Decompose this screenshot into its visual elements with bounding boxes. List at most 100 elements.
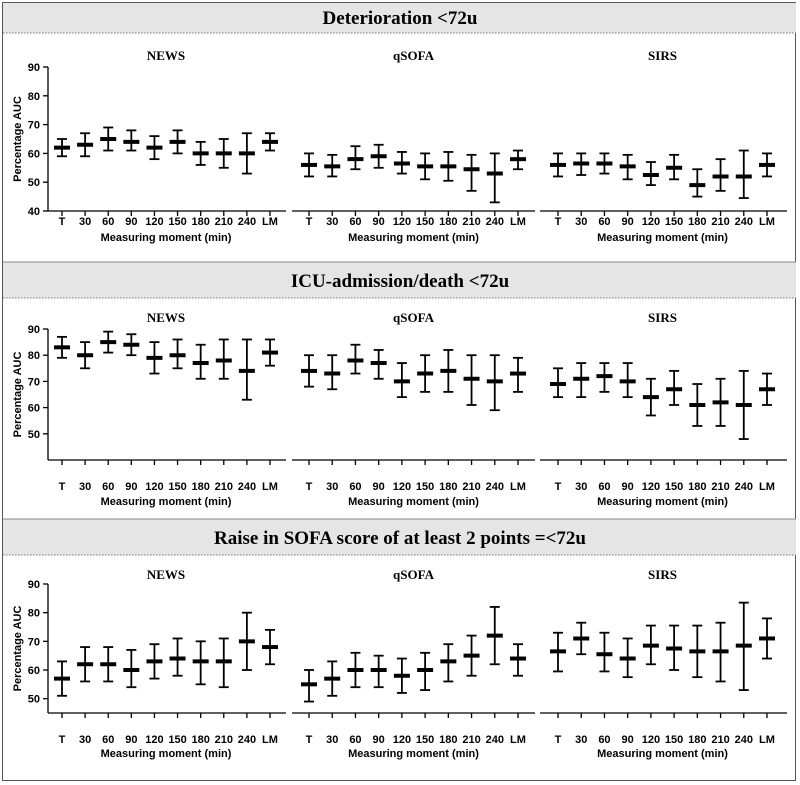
x-tick-label: 30 (326, 481, 338, 493)
panel-sirs: SIRS T 30 60 90 120 150 180 210 240 LM Measuring mo… (540, 567, 787, 760)
x-tick-label: 30 (326, 216, 338, 228)
x-tick-label: T (59, 481, 66, 493)
panel-title: qSOFA (393, 48, 435, 63)
x-tick-label: 120 (393, 734, 411, 746)
section-title-band (3, 3, 796, 33)
x-axis-label: Measuring moment (min) (597, 232, 728, 244)
x-tick-label: LM (510, 734, 526, 746)
x-tick-label: 150 (665, 734, 683, 746)
panel-title: SIRS (648, 48, 677, 63)
y-tick-label: 40 (28, 206, 40, 218)
y-tick-label: 70 (28, 376, 40, 388)
y-tick-label: 80 (28, 91, 40, 103)
x-tick-label: LM (262, 734, 278, 746)
x-tick-label: 60 (102, 481, 114, 493)
x-tick-label: 240 (486, 734, 504, 746)
x-axis-label: Measuring moment (min) (101, 748, 232, 760)
x-tick-label: 120 (145, 734, 163, 746)
y-axis-label: Percentage AUC (12, 606, 24, 692)
x-tick-label: 30 (575, 216, 587, 228)
x-tick-label: 210 (215, 481, 233, 493)
x-tick-label: 60 (349, 216, 361, 228)
x-tick-label: 180 (191, 216, 209, 228)
y-tick-label: 80 (28, 350, 40, 362)
x-tick-label: 210 (215, 734, 233, 746)
x-tick-label: 30 (79, 216, 91, 228)
x-axis-label: Measuring moment (min) (348, 496, 479, 508)
x-tick-label: 150 (416, 481, 434, 493)
x-tick-label: 210 (711, 216, 729, 228)
x-tick-label: LM (510, 481, 526, 493)
y-tick-label: 70 (28, 636, 40, 648)
x-tick-label: 30 (79, 734, 91, 746)
chart-section-3: Raise in SOFA score of at least 2 points… (3, 518, 796, 760)
x-tick-label: LM (759, 216, 775, 228)
x-axis-label: Measuring moment (min) (597, 496, 728, 508)
chart-section-2: ICU-admission/death <72u Percentage AUC NE… (3, 261, 796, 508)
x-tick-label: 150 (168, 216, 186, 228)
x-tick-label: 120 (393, 216, 411, 228)
x-tick-label: 90 (125, 216, 137, 228)
x-tick-label: 210 (711, 481, 729, 493)
panel-title: NEWS (147, 48, 185, 63)
x-tick-label: 60 (598, 216, 610, 228)
x-tick-label: 180 (439, 481, 457, 493)
x-tick-label: 60 (102, 216, 114, 228)
x-tick-label: 210 (462, 734, 480, 746)
x-tick-label: 210 (462, 481, 480, 493)
x-tick-label: 60 (598, 481, 610, 493)
x-tick-label: 60 (598, 734, 610, 746)
x-tick-label: 240 (486, 481, 504, 493)
x-tick-label: 120 (642, 734, 660, 746)
y-axis-label: Percentage AUC (12, 96, 24, 182)
panel-news: NEWS 50 60 70 80 90 T 30 60 90 120 150 180 210 240 LM Me… (28, 567, 286, 760)
x-tick-label: 120 (642, 481, 660, 493)
x-tick-label: 30 (575, 481, 587, 493)
x-axis-label: Measuring moment (min) (101, 232, 232, 244)
y-tick-label: 80 (28, 608, 40, 620)
x-tick-label: 180 (439, 216, 457, 228)
y-tick-label: 50 (28, 694, 40, 706)
x-tick-label: 150 (665, 481, 683, 493)
x-tick-label: 240 (486, 216, 504, 228)
x-tick-label: 120 (145, 216, 163, 228)
x-tick-label: 240 (735, 481, 753, 493)
x-axis-label: Measuring moment (min) (348, 232, 479, 244)
x-tick-label: 60 (349, 481, 361, 493)
x-tick-label: 90 (125, 734, 137, 746)
x-tick-label: 180 (191, 734, 209, 746)
panel-title: SIRS (648, 310, 677, 325)
x-tick-label: T (59, 734, 66, 746)
x-axis-label: Measuring moment (min) (101, 496, 232, 508)
y-tick-label: 60 (28, 665, 40, 677)
x-tick-label: 120 (642, 216, 660, 228)
x-tick-label: T (555, 481, 562, 493)
panel-qsofa: qSOFA T 30 60 90 120 150 180 210 240 LM Measuring m… (292, 48, 535, 244)
y-tick-label: 60 (28, 403, 40, 415)
y-tick-label: 90 (28, 579, 40, 591)
section-title: Raise in SOFA score of at least 2 points… (214, 528, 586, 549)
panel-title: qSOFA (393, 310, 435, 325)
x-tick-label: 150 (416, 216, 434, 228)
x-tick-label: T (555, 734, 562, 746)
x-tick-label: 90 (373, 734, 385, 746)
x-tick-label: 240 (735, 734, 753, 746)
x-tick-label: 60 (102, 734, 114, 746)
x-tick-label: 240 (238, 216, 256, 228)
x-tick-label: 150 (168, 734, 186, 746)
x-tick-label: 240 (238, 481, 256, 493)
y-axis-label: Percentage AUC (12, 352, 24, 438)
x-tick-label: 150 (416, 734, 434, 746)
x-tick-label: 120 (393, 481, 411, 493)
x-tick-label: LM (759, 481, 775, 493)
panel-title: qSOFA (393, 567, 435, 582)
x-tick-label: T (306, 481, 313, 493)
x-tick-label: 150 (168, 481, 186, 493)
x-tick-label: 30 (326, 734, 338, 746)
x-tick-label: 180 (688, 481, 706, 493)
x-tick-label: 240 (238, 734, 256, 746)
panel-sirs: SIRS T 30 60 90 120 150 180 210 240 LM Measuring mo… (540, 48, 787, 244)
x-tick-label: 210 (462, 216, 480, 228)
